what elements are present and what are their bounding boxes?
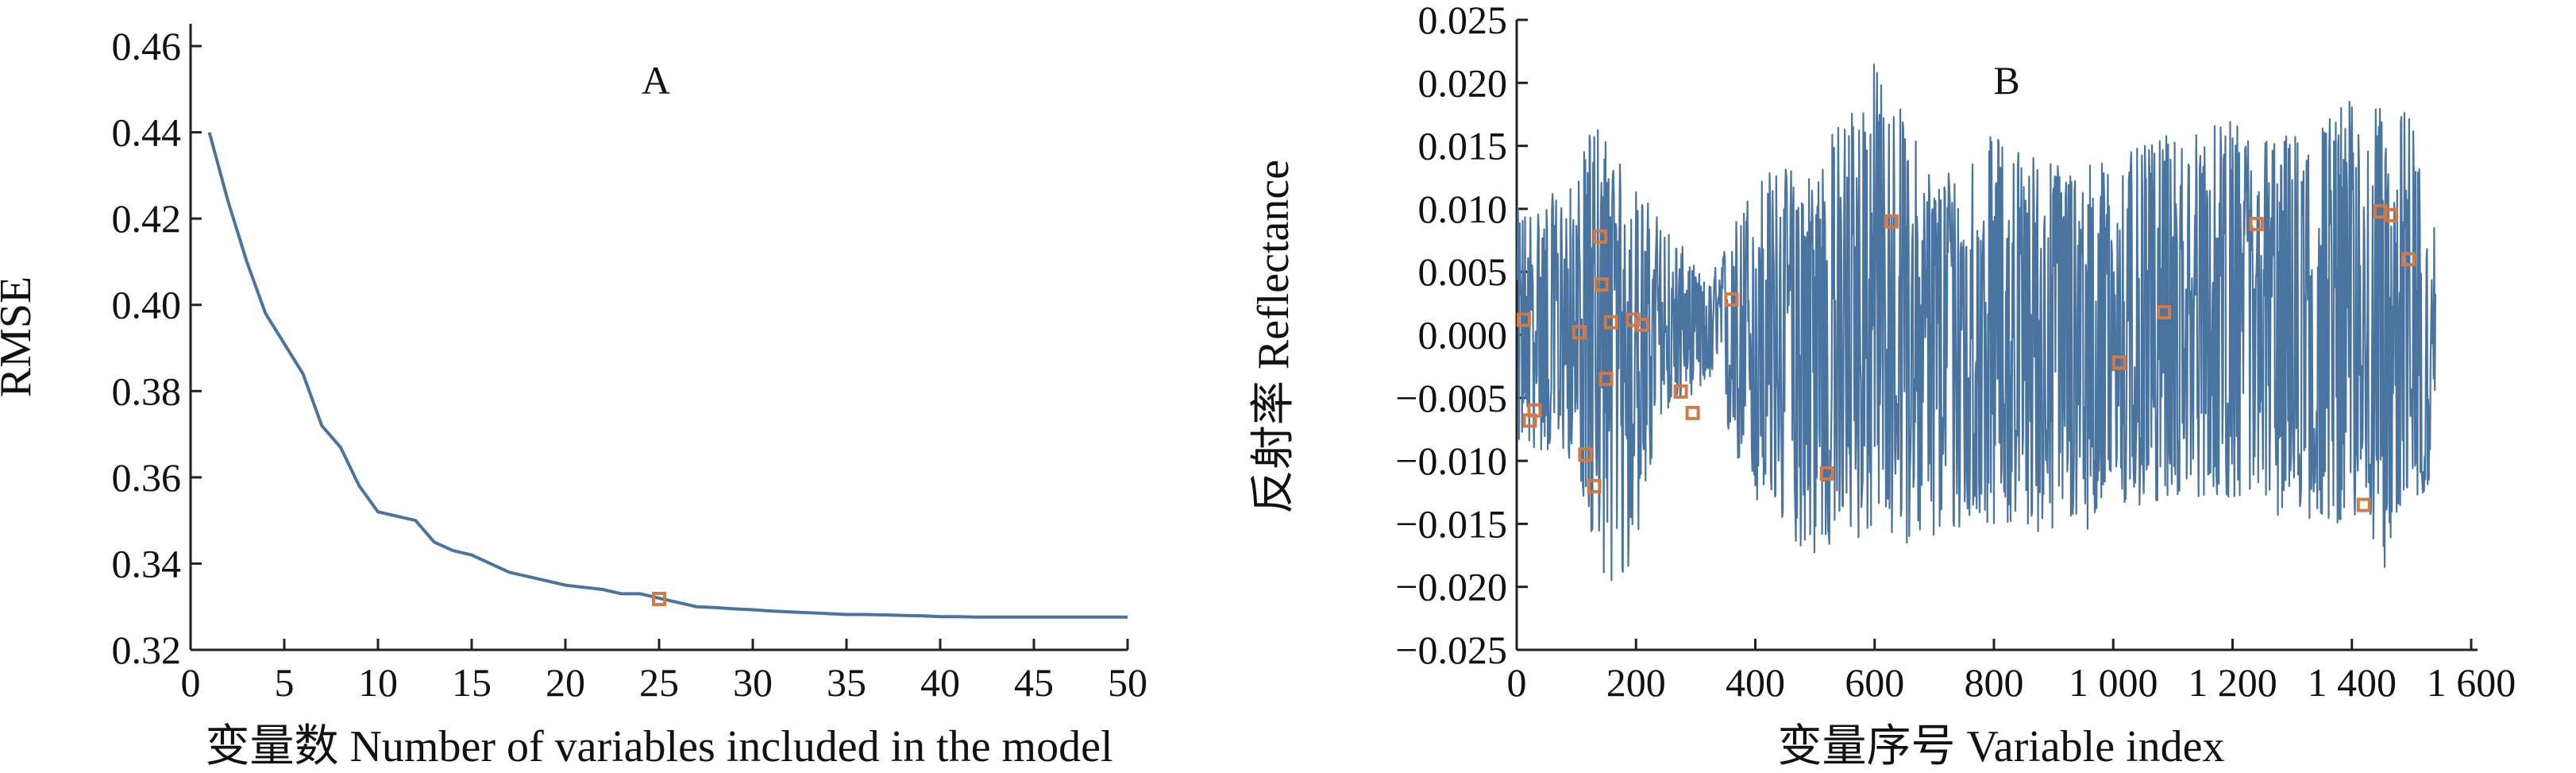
selected-variable-marker — [2401, 252, 2416, 267]
y-tick-label: −0.020 — [1395, 565, 1507, 609]
selected-variable-marker — [1634, 317, 1649, 332]
y-tick-label: 0.44 — [112, 110, 182, 155]
selected-variable-marker — [1598, 372, 1614, 387]
x-tick-label: 1 000 — [2069, 660, 2158, 705]
selected-variable-marker — [2356, 497, 2371, 512]
x-tick-label: 400 — [1726, 660, 1785, 705]
x-tick-label: 20 — [546, 660, 585, 705]
reflectance-line — [1516, 64, 2436, 582]
y-tick-label: 0.015 — [1418, 124, 1508, 168]
selected-variable-marker — [1593, 229, 1608, 244]
selected-variable-marker — [2383, 207, 2398, 222]
panel-a-x-ticks: 0 5 10 15 20 25 30 35 40 45 50 — [181, 639, 1147, 705]
selected-variable-marker — [1527, 403, 1542, 418]
x-tick-label: 30 — [733, 660, 773, 705]
x-tick-label: 0 — [1507, 660, 1527, 705]
panel-a-letter: A — [642, 58, 670, 102]
y-tick-label: 0.32 — [112, 628, 182, 672]
selected-variable-marker — [2157, 304, 2172, 319]
y-tick-label: 0.025 — [1418, 0, 1508, 42]
rmse-line — [207, 132, 1128, 619]
selected-variable-marker — [1587, 478, 1602, 493]
y-tick-label: −0.025 — [1395, 628, 1507, 672]
y-tick-label: 0.46 — [112, 24, 182, 68]
selected-variable-marker — [1578, 447, 1593, 462]
selected-variable-marker — [1819, 466, 1834, 481]
panel-a-chart: A 0.32 0.34 0.36 0.38 0.40 0.42 0.44 0.46 0 5 10 1… — [0, 24, 1147, 771]
panel-b-y-ticks: −0.025 −0.020 −0.015 −0.010 −0.005 0.000 0.005… — [1395, 0, 1528, 672]
selected-variable-marker — [1594, 277, 1609, 292]
y-tick-label: 0.34 — [112, 541, 182, 586]
y-tick-label: −0.015 — [1395, 501, 1507, 546]
selected-variable-marker — [2111, 355, 2127, 370]
x-tick-label: 5 — [275, 660, 295, 705]
panel-a-plot-area — [207, 132, 1128, 619]
x-tick-label: 1 400 — [2308, 660, 2397, 705]
selected-variable-marker — [1685, 405, 1700, 420]
panel-b-chart: B −0.025 −0.020 −0.015 −0.010 −0.005 0.000 0.0… — [1249, 0, 2516, 771]
x-tick-label: 35 — [827, 660, 866, 705]
panel-b-x-ticks: 0 200 400 600 800 1 000 1 200 1 400 1 600 — [1507, 639, 2516, 705]
y-tick-label: 0.38 — [112, 369, 182, 413]
optimal-point-marker — [652, 591, 666, 606]
x-tick-label: 0 — [181, 660, 201, 705]
x-tick-label: 10 — [358, 660, 398, 705]
x-tick-label: 1 200 — [2188, 660, 2277, 705]
panel-a-y-axis-label: RMSE — [0, 276, 40, 398]
x-tick-label: 15 — [452, 660, 492, 705]
x-tick-label: 45 — [1014, 660, 1054, 705]
selected-variable-marker — [2249, 216, 2264, 231]
y-tick-label: 0.000 — [1418, 313, 1508, 358]
x-tick-label: 50 — [1108, 660, 1147, 705]
x-tick-label: 1 600 — [2427, 660, 2516, 705]
x-tick-label: 800 — [1965, 660, 2024, 705]
panel-a-x-axis-label: 变量数 Number of variables included in the … — [205, 722, 1113, 771]
panel-b-plot-area — [1516, 64, 2436, 582]
y-tick-label: 0.36 — [112, 455, 182, 500]
panel-b-x-axis-label: 变量序号 Variable index — [1778, 722, 2225, 771]
x-tick-label: 40 — [920, 660, 960, 705]
selected-variable-marker — [1724, 292, 1739, 307]
panel-b-y-axis-label: 反射率 Reflectance — [1249, 160, 1298, 514]
selected-variable-marker — [1571, 325, 1587, 340]
x-tick-label: 200 — [1606, 660, 1666, 705]
y-tick-label: 0.005 — [1418, 249, 1508, 294]
y-tick-label: −0.005 — [1395, 376, 1507, 420]
y-tick-label: 0.42 — [112, 196, 182, 241]
selected-variable-marker — [1517, 312, 1532, 327]
selected-variable-marker — [1603, 315, 1618, 330]
x-tick-label: 600 — [1845, 660, 1904, 705]
y-tick-label: 0.010 — [1418, 187, 1508, 231]
selected-variable-marker — [1673, 384, 1688, 399]
y-tick-label: 0.40 — [112, 283, 182, 327]
panel-b-letter: B — [1993, 58, 2019, 102]
panel-a-y-ticks: 0.32 0.34 0.36 0.38 0.40 0.42 0.44 0.46 — [112, 24, 202, 672]
y-tick-label: 0.020 — [1418, 60, 1508, 105]
y-tick-label: −0.010 — [1395, 439, 1507, 483]
selected-variable-marker — [1884, 214, 1899, 229]
x-tick-label: 25 — [639, 660, 679, 705]
